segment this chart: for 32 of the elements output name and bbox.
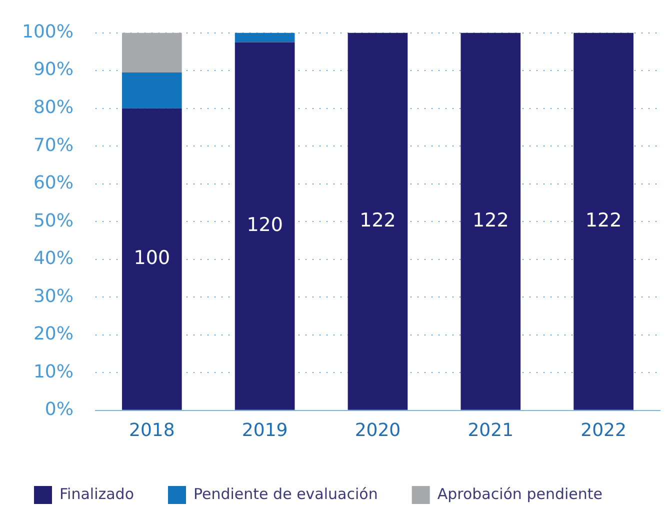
annotation: 122 (585, 209, 622, 232)
bar (122, 108, 182, 410)
x-tick-label: 2021 (468, 420, 514, 441)
y-tick-label: 20% (33, 324, 74, 345)
bar (348, 32, 408, 410)
y-tick-label: 100% (22, 21, 74, 42)
x-tick-label: 2019 (242, 420, 288, 441)
bar (122, 72, 182, 108)
bar (574, 32, 634, 410)
bar (122, 32, 182, 72)
y-tick-label: 60% (33, 172, 74, 194)
annotation: 100 (134, 247, 170, 270)
y-tick-label: 40% (33, 248, 74, 270)
y-tick-label: 30% (33, 286, 74, 307)
bar (234, 32, 295, 42)
y-tick-label: 10% (33, 361, 74, 382)
bar (234, 42, 295, 410)
annotation: 122 (472, 209, 509, 232)
annotation: 122 (360, 209, 396, 232)
y-tick-label: 0% (44, 399, 74, 420)
x-tick-label: 2020 (354, 420, 401, 441)
legend-label: Finalizado (60, 484, 134, 503)
y-tick-label: 80% (33, 96, 74, 118)
bar (460, 32, 521, 410)
y-tick-label: 50% (33, 210, 74, 232)
x-tick-label: 2018 (129, 420, 175, 441)
x-tick-label: 2022 (580, 420, 626, 441)
legend-label: Pendiente de evaluación (194, 484, 378, 503)
legend-label: Aprobación pendiente (437, 484, 602, 503)
annotation: 120 (246, 214, 283, 236)
y-tick-label: 70% (33, 134, 74, 156)
y-tick-label: 90% (33, 59, 74, 80)
